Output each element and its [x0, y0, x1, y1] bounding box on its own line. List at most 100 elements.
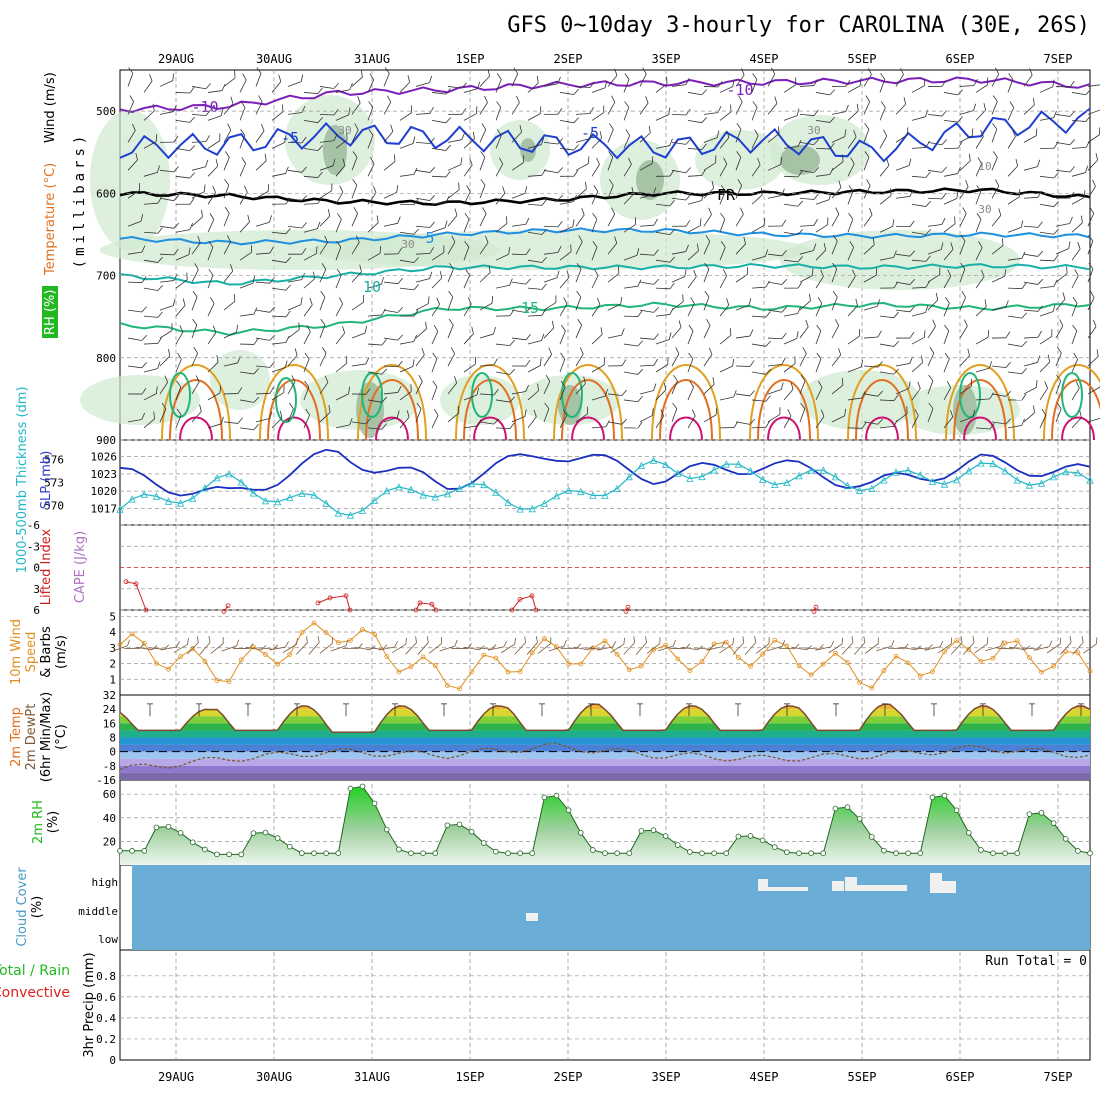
barb-shaft	[543, 277, 558, 283]
barb-flag	[220, 108, 224, 116]
thickness-marker	[746, 466, 755, 475]
barb-flag	[768, 637, 770, 644]
wind-barb	[335, 326, 346, 345]
barb-flag	[712, 377, 715, 385]
wind-barb	[239, 307, 258, 317]
barb-shaft	[271, 259, 286, 263]
wind-barb	[671, 294, 684, 311]
surface-wind-barb	[1072, 636, 1084, 655]
barb-flag	[1021, 251, 1026, 259]
surface-wind-barb	[1021, 644, 1042, 650]
barb-shaft	[1039, 231, 1054, 235]
wind-barb	[527, 199, 547, 206]
barb-flag	[863, 636, 866, 643]
wind-barb	[287, 272, 305, 283]
barb-shaft	[767, 363, 782, 367]
barb-shaft	[831, 354, 842, 367]
barb-flag	[539, 358, 542, 366]
wind-barb	[1087, 207, 1095, 227]
barb-flag	[141, 412, 146, 420]
barb-shaft	[207, 219, 215, 233]
barb-shaft	[495, 135, 502, 149]
wind-speed-point	[820, 661, 826, 667]
wind-barb	[511, 248, 531, 256]
barb-shaft	[751, 107, 758, 121]
wind-barb	[351, 388, 371, 395]
barb-shaft	[257, 647, 274, 650]
barb-shaft	[175, 175, 190, 179]
barb-flag	[240, 129, 246, 136]
wind-barb	[479, 358, 498, 367]
barb-shaft	[159, 409, 167, 423]
barb-flag	[509, 309, 515, 317]
barb-shaft	[943, 303, 950, 317]
barb-shaft	[799, 275, 813, 283]
upper-air-ylabel: RH (%)Temperature (°C)Wind (m/s)(milliba…	[42, 72, 88, 338]
barb-flag	[256, 67, 262, 74]
barb-shaft	[319, 190, 332, 199]
barb-flag	[868, 67, 872, 75]
wind-barb	[127, 412, 146, 423]
barb-flag	[429, 75, 433, 83]
wind-barb	[607, 418, 628, 425]
barb-shaft	[975, 306, 987, 317]
barb-flag	[509, 368, 516, 375]
wind-barb	[927, 139, 948, 146]
wind-barb	[399, 167, 418, 177]
thickness-tick-label: 570	[44, 500, 64, 513]
wind-speed-point	[711, 641, 717, 647]
wind-barb	[223, 151, 230, 171]
wind-barb	[223, 70, 236, 87]
barb-shaft	[287, 408, 294, 423]
barb-shaft	[479, 213, 487, 227]
wind-barb	[207, 133, 221, 149]
barb-flag	[324, 375, 329, 383]
barb-shaft	[799, 408, 806, 423]
wind-barb	[319, 346, 327, 367]
lifted-index-point	[417, 600, 423, 606]
wind-barb	[687, 143, 707, 150]
wind-barb	[1055, 139, 1076, 146]
barb-shaft	[831, 296, 838, 311]
barb-shaft	[783, 313, 798, 317]
barb-flag	[496, 73, 502, 80]
wind-barb	[671, 320, 682, 339]
barb-shaft	[367, 79, 375, 93]
wind-barb	[1087, 379, 1100, 395]
barb-flag	[733, 390, 737, 398]
barb-shaft	[399, 81, 410, 93]
barb-shaft	[863, 74, 872, 87]
wind-speed-point	[602, 638, 608, 644]
barb-flag	[1047, 354, 1051, 363]
wind-barb	[191, 375, 200, 395]
barb-flag	[396, 185, 399, 193]
barb-flag	[282, 104, 284, 112]
barb-shaft	[383, 392, 398, 395]
wind-barb	[287, 74, 304, 87]
barb-flag	[1089, 207, 1095, 214]
barb-shaft	[943, 387, 952, 401]
barb-shaft	[415, 408, 422, 423]
barb-shaft	[127, 73, 134, 87]
barb-flag	[1069, 139, 1076, 146]
barb-flag	[480, 151, 486, 158]
barb-shaft	[511, 73, 519, 87]
wind-speed-point	[699, 659, 705, 664]
barb-flag	[152, 103, 155, 111]
lifted-index-point	[343, 593, 349, 599]
barb-flag	[747, 267, 748, 275]
wind-barb	[927, 346, 935, 367]
barb-shaft	[296, 642, 308, 655]
barb-flag	[405, 637, 407, 645]
wind-barb	[367, 423, 387, 430]
surface-wind-barb	[791, 645, 812, 651]
wind-barb	[511, 186, 528, 199]
barb-flag	[1074, 269, 1079, 276]
wind-barb	[511, 125, 522, 143]
wind-barb	[1007, 393, 1027, 401]
barb-flag	[460, 157, 463, 165]
wind-barb	[991, 269, 1007, 283]
barb-shaft	[671, 380, 678, 395]
wind-barb	[623, 73, 630, 93]
